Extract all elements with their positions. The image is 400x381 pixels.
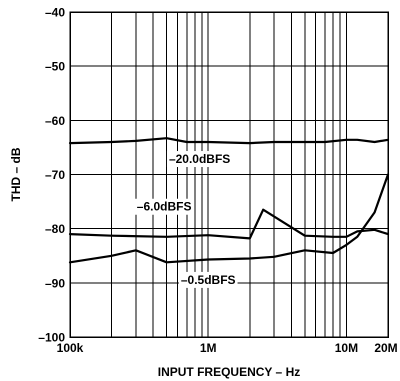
series-label-0-5dbfs-group: –0.5dBFS <box>178 271 238 288</box>
series-line-0-5dbfs <box>68 173 390 264</box>
x-tick-label: 1M <box>200 341 217 355</box>
series-label-20dbfs: –20.0dBFS <box>169 152 230 166</box>
x-tick-label: 100k <box>57 341 84 355</box>
y-tick-label: –100 <box>38 331 65 345</box>
y-tick-label: –40 <box>45 6 65 20</box>
y-tick-label: –60 <box>45 114 65 128</box>
x-tick-label: 10M <box>335 341 358 355</box>
series-label-background <box>178 271 238 288</box>
series-label-6dbfs-group: –6.0dBFS <box>134 198 194 215</box>
series-label-0-5dbfs: –0.5dBFS <box>181 273 236 287</box>
series-label-background <box>166 151 233 168</box>
y-tick-label: –50 <box>45 60 65 74</box>
y-tick-label: –80 <box>45 222 65 236</box>
x-axis-label: INPUT FREQUENCY – Hz <box>158 365 300 379</box>
x-tick-label: 20M <box>374 341 397 355</box>
series-label-background <box>134 198 194 215</box>
series-labels: –20.0dBFS –6.0dBFS –0.5dBFS <box>134 151 238 288</box>
series-label-6dbfs: –6.0dBFS <box>137 200 192 214</box>
y-tick-label: –70 <box>45 168 65 182</box>
y-axis-label: THD – dB <box>9 147 23 201</box>
grid <box>69 11 389 338</box>
plot-area-border <box>69 11 389 338</box>
series-lines <box>68 137 390 264</box>
y-tick-label: –90 <box>45 276 65 290</box>
series-line-20dbfs <box>68 137 390 145</box>
series-label-20dbfs-group: –20.0dBFS <box>166 151 233 168</box>
